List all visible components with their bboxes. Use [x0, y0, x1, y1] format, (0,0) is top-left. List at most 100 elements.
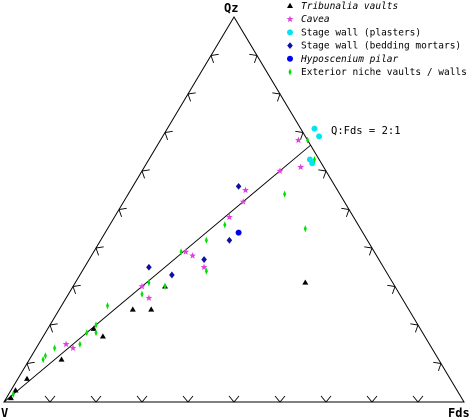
- point-5-11: [163, 282, 167, 291]
- point-5-7: [94, 321, 98, 329]
- point-3-4: [235, 183, 242, 190]
- tick-right-4: [318, 169, 327, 179]
- tick-left-3: [72, 284, 81, 295]
- triangle-ticks: [26, 53, 442, 403]
- tick-right-6: [364, 246, 373, 256]
- point-5-5: [85, 329, 89, 337]
- tick-left-7: [164, 130, 173, 141]
- tick-right-9: [433, 361, 442, 372]
- series-0: [7, 279, 309, 401]
- tick-bottom-5: [228, 395, 240, 403]
- point-5-8: [106, 302, 109, 310]
- point-1-6: [200, 263, 208, 271]
- point-0-0: [7, 394, 14, 401]
- legend-label-0: Tribunalia vaults: [301, 1, 398, 12]
- vertex-label-qz: Qz: [224, 1, 238, 15]
- tick-right-3: [295, 130, 304, 141]
- legend-label-4: Hyposcenium pilar: [300, 54, 399, 65]
- point-0-1: [12, 387, 19, 393]
- point-0-7: [148, 306, 155, 312]
- legend-label-2: Stage wall (plasters): [301, 27, 421, 38]
- point-3-0: [146, 263, 152, 271]
- point-5-14: [204, 236, 208, 244]
- legend-marker-1: [286, 15, 294, 23]
- point-0-4: [90, 325, 97, 331]
- point-1-9: [242, 186, 249, 194]
- tick-right-5: [341, 207, 350, 218]
- point-1-0: [62, 340, 70, 348]
- point-0-3: [58, 356, 65, 362]
- point-1-4: [182, 248, 190, 255]
- point-2-3: [309, 160, 316, 167]
- point-5-15: [223, 221, 227, 229]
- legend-label-1: Cavea: [301, 14, 330, 25]
- point-3-3: [226, 236, 233, 244]
- point-5-12: [204, 267, 208, 275]
- legend-marker-2: [287, 29, 293, 36]
- series-3: [146, 183, 242, 279]
- series-5: [11, 136, 316, 398]
- point-1-11: [297, 163, 305, 171]
- series-1: [62, 136, 305, 352]
- reference-line-label: Q:Fds = 2:1: [331, 125, 401, 137]
- point-4-0: [235, 229, 242, 236]
- point-5-3: [53, 344, 57, 352]
- tick-right-8: [410, 323, 419, 333]
- legend-label-3: Stage wall (bedding mortars): [301, 41, 461, 52]
- tick-bottom-3: [136, 395, 148, 403]
- legend: Tribunalia vaults Cavea Stage wall (plaste…: [286, 1, 467, 78]
- point-5-4: [78, 340, 82, 348]
- tick-left-9: [210, 53, 219, 64]
- tick-left-4: [95, 246, 104, 256]
- point-0-9: [302, 279, 309, 285]
- point-0-6: [129, 306, 136, 312]
- point-5-1: [41, 356, 45, 364]
- point-0-5: [99, 333, 106, 339]
- point-2-1: [316, 133, 323, 140]
- point-1-1: [69, 344, 77, 352]
- legend-marker-0: [287, 2, 293, 8]
- point-5-0: [11, 390, 15, 398]
- point-0-2: [24, 375, 30, 381]
- legend-label-5: Exterior niche vaults / walls: [301, 67, 467, 78]
- tick-bottom-2: [90, 395, 102, 403]
- point-1-12: [294, 136, 302, 144]
- point-1-5: [189, 252, 197, 259]
- tick-right-7: [387, 284, 396, 295]
- point-3-2: [201, 256, 207, 263]
- point-5-16: [283, 190, 287, 198]
- tick-left-2: [49, 323, 58, 333]
- point-5-2: [43, 352, 47, 360]
- legend-marker-4: [287, 55, 293, 62]
- reference-line: [3, 144, 311, 403]
- point-5-17: [313, 155, 316, 164]
- tick-bottom-1: [44, 395, 56, 403]
- point-1-8: [239, 198, 247, 205]
- tick-left-1: [26, 361, 35, 372]
- point-5-13: [179, 248, 183, 256]
- point-5-18: [306, 136, 310, 144]
- tick-left-6: [141, 169, 150, 179]
- legend-marker-5: [288, 68, 292, 76]
- point-5-9: [140, 290, 144, 298]
- vertex-label-fds: Fds: [448, 406, 470, 420]
- tick-bottom-8: [366, 395, 378, 403]
- legend-marker-3: [287, 42, 293, 49]
- tick-right-1: [249, 53, 258, 64]
- tick-bottom-6: [274, 395, 286, 403]
- vertex-label-v: V: [1, 406, 8, 420]
- series-4: [235, 229, 242, 236]
- data-points: [7, 125, 323, 401]
- point-5-19: [303, 225, 307, 233]
- tick-bottom-9: [412, 395, 424, 403]
- point-2-0: [311, 125, 318, 132]
- tick-bottom-7: [320, 395, 332, 403]
- point-1-7: [225, 213, 233, 221]
- point-3-1: [169, 271, 175, 279]
- point-5-6: [94, 329, 98, 337]
- tick-bottom-4: [182, 395, 194, 403]
- tick-left-5: [118, 207, 127, 218]
- series-2: [306, 125, 323, 167]
- point-1-2: [145, 294, 153, 301]
